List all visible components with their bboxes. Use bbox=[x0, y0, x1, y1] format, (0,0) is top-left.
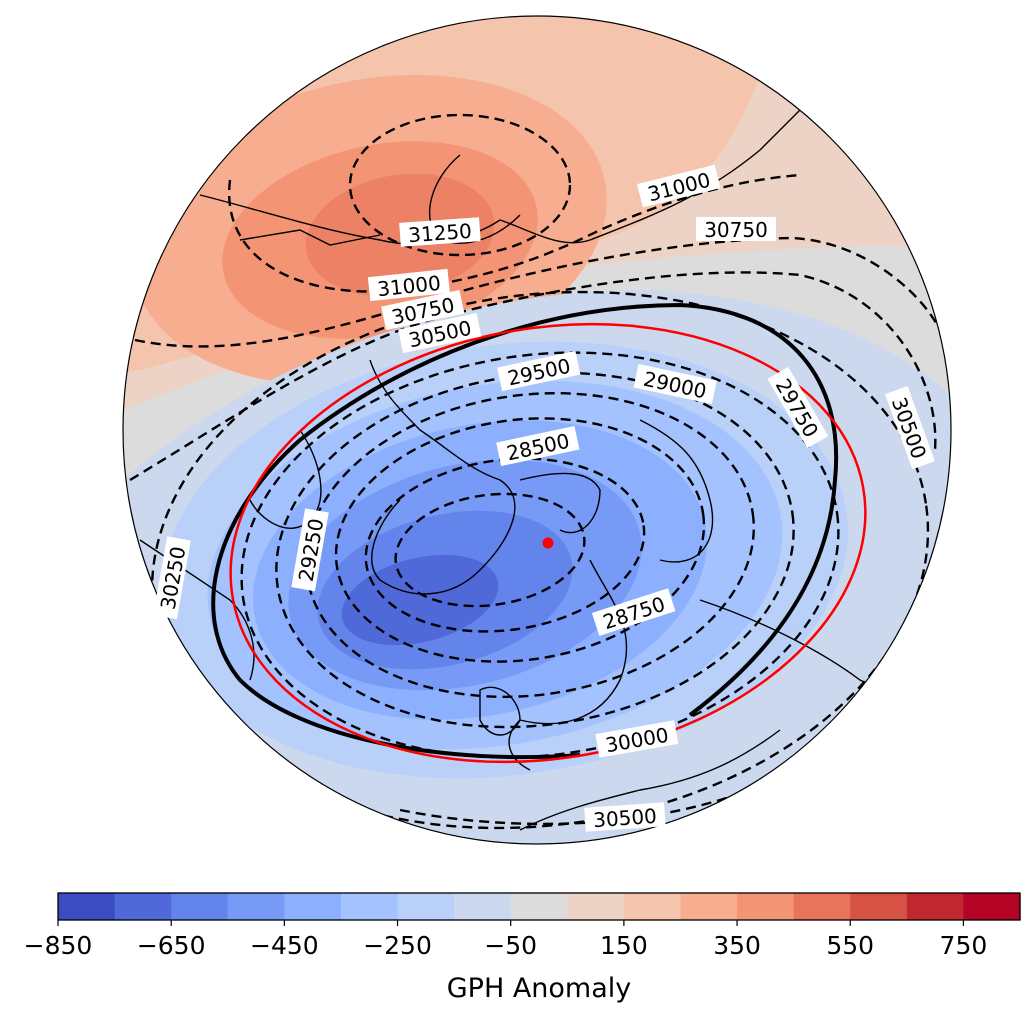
contour-28500 bbox=[364, 457, 646, 633]
colorbar-swatch bbox=[963, 893, 1021, 920]
contour-label-background bbox=[584, 802, 666, 832]
colorbar-swatch bbox=[793, 893, 851, 920]
reference-ellipse bbox=[229, 322, 867, 764]
contour-label: 30750 bbox=[696, 217, 776, 242]
contour-label-text: 30750 bbox=[704, 218, 768, 242]
contour-label: 31250 bbox=[399, 217, 481, 247]
colorbar-swatch bbox=[906, 893, 965, 920]
contour-label-background bbox=[367, 268, 450, 302]
contour-label: 30500 bbox=[584, 802, 666, 832]
colorbar-swatch bbox=[567, 893, 625, 920]
vortex-center-marker bbox=[542, 537, 554, 549]
colorbar-swatch bbox=[737, 893, 795, 920]
contour-29500 bbox=[240, 351, 840, 759]
contour-28250 bbox=[394, 492, 586, 608]
colorbar-label: GPH Anomaly bbox=[447, 973, 632, 1004]
contour-label-background bbox=[767, 366, 829, 449]
contour-29250 bbox=[275, 371, 795, 729]
colorbar-tick-label: −450 bbox=[250, 931, 319, 960]
globe-outline bbox=[122, 15, 952, 845]
colorbar-tick-label: 750 bbox=[940, 931, 988, 960]
colorbar-swatch bbox=[454, 893, 512, 920]
contour-label-background bbox=[153, 536, 191, 620]
contour-label-background bbox=[381, 289, 465, 331]
contour-label-background bbox=[399, 217, 481, 247]
colorbar-swatch bbox=[227, 893, 285, 920]
contour-31250 bbox=[348, 113, 572, 257]
contour-label-background bbox=[595, 720, 679, 758]
contour-30500 bbox=[129, 271, 937, 482]
colorbar-tick-label: 350 bbox=[713, 931, 761, 960]
colorbar-swatch bbox=[284, 893, 342, 920]
colorbar: −850 −650 −450 −250 −50 150 350 550 750 GPH Anom… bbox=[24, 892, 1021, 1004]
contour-28750 bbox=[334, 417, 706, 663]
contour-label: 31000 bbox=[367, 268, 450, 302]
colorbar-swatch bbox=[680, 893, 738, 920]
contour-31000 bbox=[227, 173, 801, 293]
contour-label-background bbox=[637, 164, 721, 208]
colorbar-tick-label: −850 bbox=[24, 931, 93, 960]
colorbar-swatch bbox=[850, 893, 908, 920]
contour-label-text: 30500 bbox=[592, 804, 657, 832]
colorbar-swatch bbox=[340, 893, 399, 920]
colorbar-tick-label: −250 bbox=[363, 931, 432, 960]
colorbar-tick-label: 150 bbox=[600, 931, 648, 960]
contour-label-background bbox=[291, 508, 329, 592]
contour-label-background bbox=[696, 217, 776, 241]
colorbar-tick-label: 550 bbox=[826, 931, 874, 960]
colorbar-ticks: −850 −650 −450 −250 −50 150 350 550 750 bbox=[24, 920, 988, 960]
colorbar-tick-label: −50 bbox=[484, 931, 537, 960]
colorbar-swatch bbox=[114, 893, 172, 920]
colorbar-swatch bbox=[397, 893, 455, 920]
colorbar-tick-label: −650 bbox=[137, 931, 206, 960]
contour-label-text: 31250 bbox=[407, 219, 472, 247]
contour-label-background bbox=[496, 425, 580, 467]
colorbar-swatch bbox=[171, 893, 229, 920]
contour-label-background bbox=[398, 312, 482, 354]
colorbar-swatch bbox=[510, 893, 568, 920]
colorbar-swatch bbox=[623, 893, 682, 920]
contour-30000-bold bbox=[211, 302, 839, 760]
contour-label-background bbox=[497, 350, 581, 392]
contour-30750 bbox=[134, 236, 942, 348]
contour-label-background bbox=[884, 385, 935, 470]
contour-label-background bbox=[633, 363, 717, 405]
colorbar-swatches bbox=[58, 893, 1021, 920]
colorbar-frame bbox=[57, 892, 1021, 921]
contour-label-background bbox=[591, 588, 676, 636]
colorbar-swatch bbox=[58, 893, 116, 920]
